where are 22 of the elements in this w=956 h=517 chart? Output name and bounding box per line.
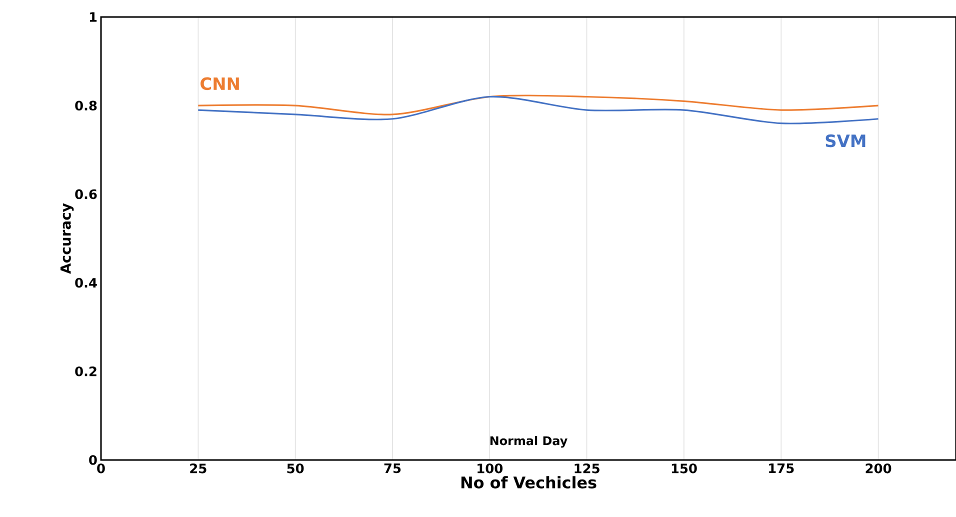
y-tick-label: 0.8 xyxy=(75,100,97,110)
x-tick-label: 175 xyxy=(769,464,794,474)
x-tick-label: 125 xyxy=(574,464,600,474)
y-tick-label: 0.4 xyxy=(75,278,97,288)
y-tick-label: 1 xyxy=(90,12,97,22)
x-tick-label: 200 xyxy=(866,464,892,474)
annotation: Normal Day xyxy=(490,436,568,448)
line-series xyxy=(197,96,880,124)
y-tick-label: 0.2 xyxy=(75,366,96,376)
x-tick-label: 25 xyxy=(190,464,206,474)
y-tick-label: 0.6 xyxy=(75,189,97,200)
x-tick-label: 50 xyxy=(287,464,304,474)
x-tick-label: 0 xyxy=(97,464,105,474)
y-tick-label: 0 xyxy=(89,455,97,465)
x-tick-label: 150 xyxy=(672,464,697,474)
series-label: CNN xyxy=(200,77,239,90)
x-tick-label: 100 xyxy=(478,464,503,474)
y-axis-title: Accuracy xyxy=(60,203,74,274)
line-series xyxy=(197,94,880,116)
x-tick-label: 75 xyxy=(384,464,401,474)
x-axis-title: No of Vechicles xyxy=(461,476,596,488)
series-label: SVM xyxy=(826,134,866,148)
